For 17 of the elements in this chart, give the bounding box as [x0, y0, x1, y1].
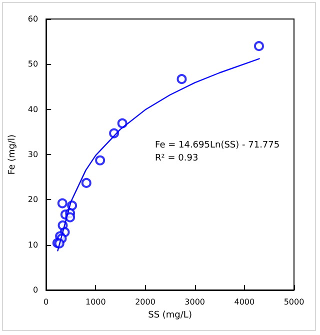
y-tick-label: 0 — [32, 286, 38, 294]
x-tick-label: 4000 — [234, 298, 255, 306]
y-tick-label: 60 — [28, 14, 38, 24]
y-tick-label: 10 — [28, 240, 38, 250]
y-axis-title: Fe (mg/l) — [8, 134, 18, 175]
x-tick-label: 1000 — [85, 298, 106, 306]
y-tick-label: 50 — [28, 60, 38, 69]
y-tick-label: 20 — [28, 195, 38, 204]
x-tick-label: 2000 — [135, 298, 156, 306]
annotation: R² = 0.93 — [154, 154, 198, 164]
x-tick-label: 0 — [44, 298, 49, 306]
x-axis-title: SS (mg/L) — [148, 310, 192, 320]
y-tick-label: 40 — [28, 104, 38, 114]
annotation: Fe = 14.695Ln(SS) - 71.775 — [154, 140, 280, 150]
x-tick-label: 5000 — [284, 298, 304, 306]
y-tick-label: 30 — [28, 150, 38, 159]
x-tick-label: 3000 — [184, 298, 206, 306]
